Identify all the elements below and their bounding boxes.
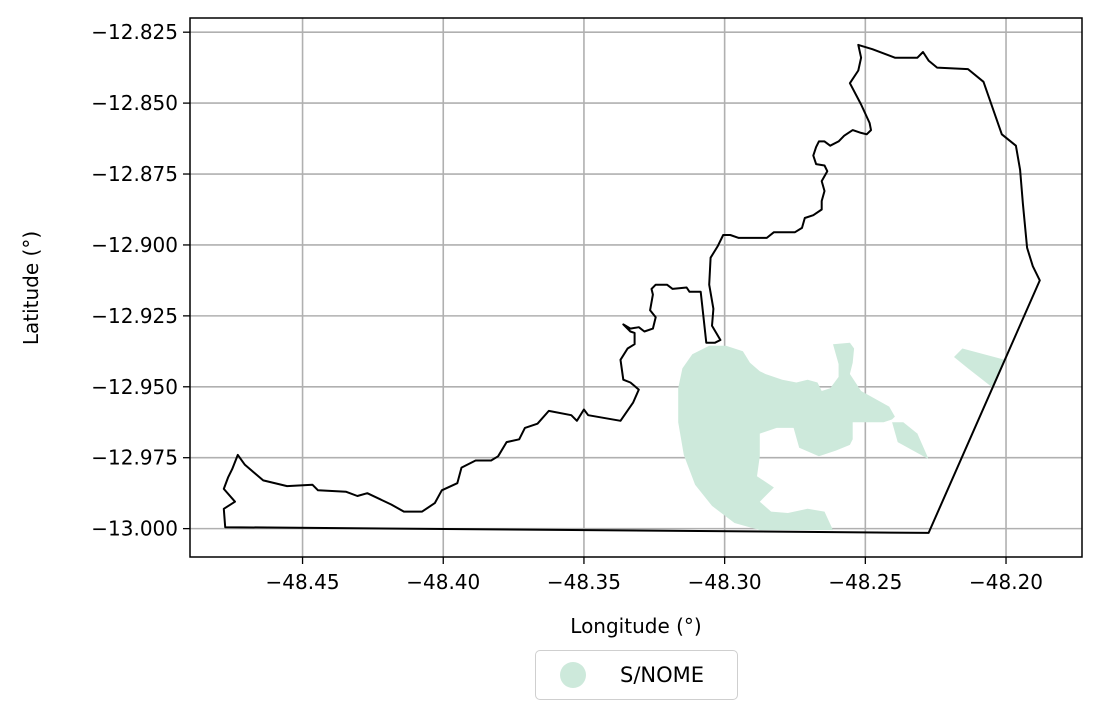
y-axis-title: Latitude (°): [19, 231, 43, 345]
x-tick-label: −48.30: [688, 570, 762, 594]
y-tick-label: −12.850: [91, 91, 178, 115]
gridlines: [190, 18, 1082, 557]
y-tick-label: −12.975: [91, 446, 178, 470]
axis-ticks: −48.45 −48.40 −48.35 −48.30 −48.25 −48.20 −12.…: [91, 20, 1043, 594]
legend-marker-s-nome: [560, 662, 586, 688]
region-polygon-s-nome: [954, 348, 1005, 389]
y-tick-label: −12.900: [91, 233, 178, 257]
y-tick-label: −12.875: [91, 162, 178, 186]
y-tick-label: −12.925: [91, 304, 178, 328]
legend-label-s-nome: S/NOME: [620, 663, 705, 687]
region-polygon-s-nome: [892, 422, 929, 460]
x-tick-label: −48.20: [969, 570, 1043, 594]
region-fills: [678, 342, 1005, 531]
legend: S/NOME: [535, 650, 738, 700]
x-tick-label: −48.40: [406, 570, 480, 594]
x-tick-label: −48.35: [547, 570, 621, 594]
x-tick-label: −48.25: [828, 570, 902, 594]
municipality-boundary: [222, 43, 1041, 534]
boundary-outline: [222, 43, 1041, 534]
axes-frame: [189, 17, 1083, 558]
y-tick-label: −13.000: [91, 517, 178, 541]
region-polygon-s-nome: [678, 342, 895, 531]
y-tick-label: −12.825: [91, 20, 178, 44]
y-tick-label: −12.950: [91, 375, 178, 399]
x-axis-title: Longitude (°): [570, 614, 701, 638]
x-tick-label: −48.45: [266, 570, 340, 594]
